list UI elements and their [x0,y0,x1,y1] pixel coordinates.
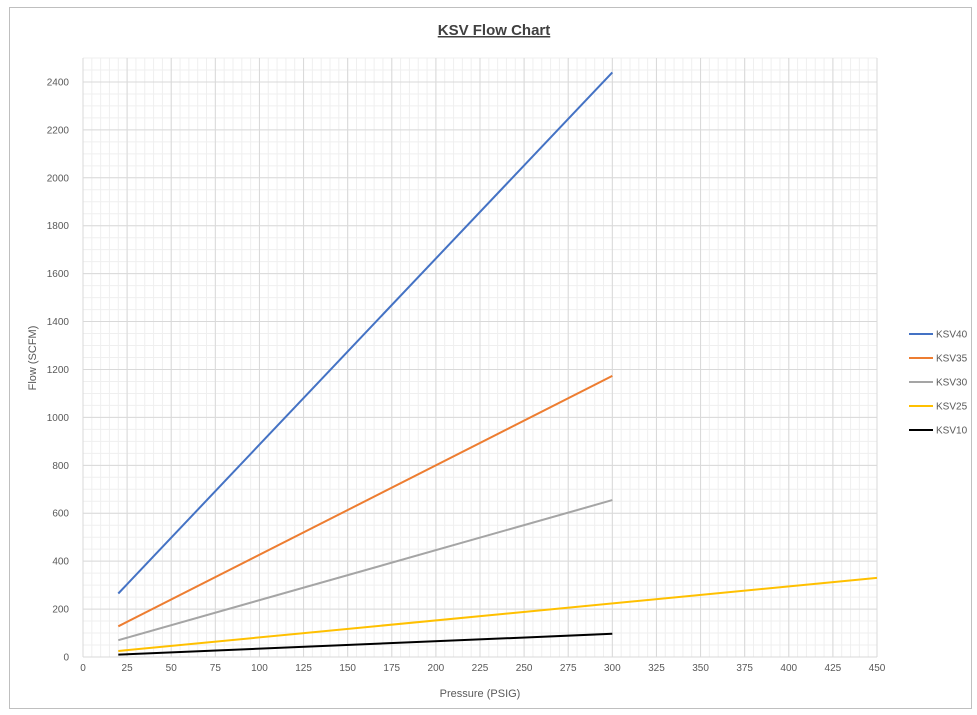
x-tick-label: 400 [780,663,797,674]
y-tick-label: 200 [52,605,69,616]
x-tick-label: 125 [295,663,312,674]
series-line-ksv40 [117,71,614,595]
x-tick-label: 200 [428,663,445,674]
chart-title: KSV Flow Chart [438,22,551,39]
legend-label-ksv10: KSV10 [936,426,968,437]
x-tick-label: 250 [516,663,533,674]
x-tick-label: 300 [604,663,621,674]
y-tick-label: 1000 [47,413,70,424]
legend-label-ksv25: KSV25 [936,402,968,413]
legend: KSV40 KSV35 KSV30 KSV25 KSV10 [909,330,968,437]
legend-label-ksv30: KSV30 [936,378,968,389]
series-lines [117,71,878,656]
series-line-ksv10 [118,632,613,656]
x-tick-label: 425 [825,663,842,674]
y-tick-label: 2000 [47,173,70,184]
y-axis-label: Flow (SCFM) [27,326,39,391]
x-tick-label: 0 [80,663,86,674]
x-tick-label: 325 [648,663,665,674]
y-tick-label: 0 [63,653,69,664]
y-tick-label: 1600 [47,269,70,280]
x-tick-label: 25 [122,663,134,674]
x-tick-label: 150 [339,663,356,674]
x-tick-label: 50 [166,663,178,674]
x-tick-label: 350 [692,663,709,674]
x-tick-label: 275 [560,663,577,674]
y-tick-label: 1800 [47,221,70,232]
legend-label-ksv35: KSV35 [936,354,968,365]
y-tick-label: 600 [52,509,69,520]
x-axis-label: Pressure (PSIG) [440,688,521,700]
tick-labels: 0 25 50 75 100 125 150 175 200 225 250 275 300 325 350… [47,77,886,674]
y-tick-label: 1200 [47,365,70,376]
series-line-ksv30 [118,499,613,642]
x-tick-label: 100 [251,663,268,674]
x-tick-label: 175 [383,663,400,674]
y-tick-label: 1400 [47,317,70,328]
y-tick-label: 2400 [47,77,70,88]
y-tick-label: 400 [52,557,69,568]
grid [82,57,878,658]
series-line-ksv35 [117,375,613,628]
series-line-ksv25 [118,576,878,652]
x-tick-label: 75 [210,663,222,674]
legend-label-ksv40: KSV40 [936,330,968,341]
x-tick-label: 375 [736,663,753,674]
x-tick-label: 225 [472,663,489,674]
y-tick-label: 2200 [47,125,70,136]
y-tick-label: 800 [52,461,69,472]
x-tick-label: 450 [869,663,886,674]
